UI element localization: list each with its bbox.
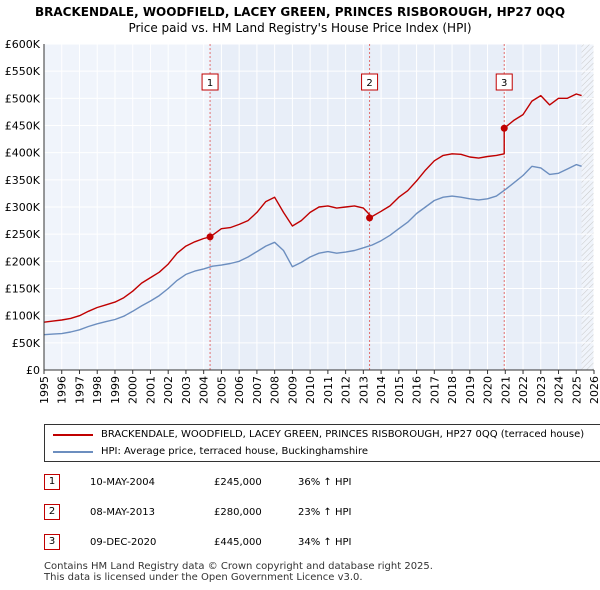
y-tick-label: £550K <box>5 65 41 78</box>
legend-swatch-property <box>53 434 93 436</box>
sale-marker-badge: 3 <box>44 534 60 550</box>
sale-point <box>366 214 374 222</box>
x-tick-label: 2023 <box>535 376 548 404</box>
x-tick-label: 2010 <box>304 376 317 404</box>
x-tick-label: 1999 <box>109 376 122 404</box>
x-tick-label: 2012 <box>340 376 353 404</box>
x-tick-label: 2025 <box>570 376 583 404</box>
sale-marker-box <box>201 73 219 91</box>
sale-date: 09-DEC-2020 <box>90 537 157 548</box>
x-tick-label: 2004 <box>198 376 211 404</box>
sale-hpi-change: 36% ↑ HPI <box>298 477 352 488</box>
x-tick-label: 2017 <box>428 376 441 404</box>
x-tick-label: 1996 <box>56 376 69 404</box>
sale-point <box>206 233 214 241</box>
sale-marker-badge: 2 <box>44 504 60 520</box>
x-tick-label: 2018 <box>446 376 459 404</box>
sale-price: £245,000 <box>214 477 262 488</box>
y-tick-label: £200K <box>5 255 41 268</box>
sale-marker-label: 3 <box>501 78 507 89</box>
sale-marker-label: 2 <box>366 78 372 89</box>
y-tick-label: £600K <box>5 38 41 51</box>
y-tick-label: £400K <box>5 147 41 160</box>
hpi-line <box>43 163 582 336</box>
x-tick-label: 2014 <box>375 376 388 404</box>
sale-hpi-change: 23% ↑ HPI <box>298 507 352 518</box>
y-tick-label: £500K <box>5 92 41 105</box>
x-tick-label: 2024 <box>553 376 566 404</box>
x-tick-label: 1997 <box>73 376 86 404</box>
x-tick-label: 2016 <box>411 376 424 404</box>
footer-copyright: Contains HM Land Registry data © Crown c… <box>44 561 433 572</box>
x-tick-label: 2022 <box>517 376 530 404</box>
y-tick-label: £0 <box>26 364 40 377</box>
y-tick-label: £250K <box>5 228 41 241</box>
x-tick-label: 2000 <box>127 376 140 404</box>
x-tick-label: 2020 <box>482 376 495 404</box>
x-tick-label: 2002 <box>162 376 175 404</box>
sale-hpi-change: 34% ↑ HPI <box>298 537 352 548</box>
x-tick-label: 2015 <box>393 376 406 404</box>
sale-date: 08-MAY-2013 <box>90 507 156 518</box>
y-tick-label: £150K <box>5 283 41 296</box>
y-tick-label: £100K <box>5 310 41 323</box>
x-tick-label: 2003 <box>180 376 193 404</box>
sale-row: 2 08-MAY-2013 £280,000 23% ↑ HPI <box>44 504 444 522</box>
legend-swatch-hpi <box>53 451 93 453</box>
x-tick-label: 2005 <box>215 376 228 404</box>
y-tick-label: £300K <box>5 201 41 214</box>
x-tick-label: 2019 <box>464 376 477 404</box>
sale-row: 1 10-MAY-2004 £245,000 36% ↑ HPI <box>44 474 444 492</box>
chart-legend: BRACKENDALE, WOODFIELD, LACEY GREEN, PRI… <box>44 424 600 462</box>
legend-label-property: BRACKENDALE, WOODFIELD, LACEY GREEN, PRI… <box>101 429 585 440</box>
sale-marker-box <box>495 73 513 91</box>
legend-label-hpi: HPI: Average price, terraced house, Buck… <box>101 446 369 457</box>
sale-price: £280,000 <box>214 507 262 518</box>
sale-marker-label: 1 <box>207 78 213 89</box>
x-tick-label: 1998 <box>91 376 104 404</box>
x-tick-label: 2011 <box>322 376 335 404</box>
y-tick-label: £350K <box>5 174 41 187</box>
x-tick-label: 1995 <box>38 376 51 404</box>
x-tick-label: 2001 <box>144 376 157 404</box>
x-tick-label: 2026 <box>588 376 600 404</box>
x-tick-label: 2008 <box>269 376 282 404</box>
sale-marker-box <box>361 73 379 91</box>
chart-subtitle: Price paid vs. HM Land Registry's House … <box>128 21 472 35</box>
y-tick-label: £450K <box>5 120 41 133</box>
chart-title: BRACKENDALE, WOODFIELD, LACEY GREEN, PRI… <box>34 5 566 19</box>
price-chart: £0 £50K £100K £150K £200K £250K £300K £350K £400… <box>5 38 600 404</box>
footer-licence: This data is licensed under the Open Gov… <box>44 572 363 583</box>
sale-point <box>500 124 508 132</box>
x-tick-label: 2021 <box>499 376 512 404</box>
property-price-line <box>43 93 582 323</box>
x-tick-label: 2006 <box>233 376 246 404</box>
sale-price: £445,000 <box>214 537 262 548</box>
x-tick-label: 2013 <box>357 376 370 404</box>
x-tick-label: 2009 <box>286 376 299 404</box>
sale-date: 10-MAY-2004 <box>90 477 156 488</box>
footer-attribution: Contains HM Land Registry data © Crown c… <box>44 561 594 583</box>
y-tick-label: £50K <box>12 337 41 350</box>
sale-row: 3 09-DEC-2020 £445,000 34% ↑ HPI <box>44 534 444 552</box>
x-tick-label: 2007 <box>251 376 264 404</box>
sale-marker-badge: 1 <box>44 474 60 490</box>
